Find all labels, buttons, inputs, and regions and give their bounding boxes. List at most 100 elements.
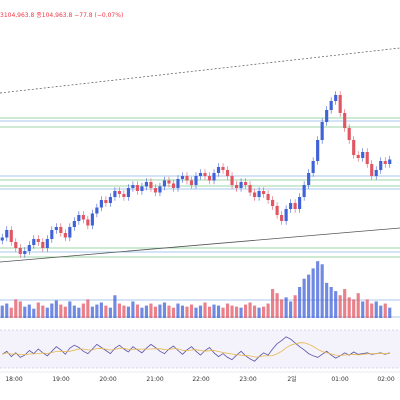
candle-body [275, 206, 279, 215]
candle-body [379, 161, 383, 170]
volume-bar [45, 307, 49, 318]
candle-body [280, 215, 284, 221]
volume-bar [266, 303, 270, 318]
candle-body [262, 191, 266, 194]
candle-body [248, 185, 252, 193]
candle-body [122, 194, 126, 197]
volume-bar [356, 293, 360, 318]
candle-body [257, 191, 261, 197]
volume-bar [131, 301, 135, 318]
volume-bar [329, 287, 333, 318]
volume-bar [86, 299, 90, 318]
candle-body [225, 170, 230, 176]
candle-body [234, 185, 239, 188]
volume-bar [343, 289, 347, 318]
candle-body [113, 191, 117, 197]
volume-bar [338, 295, 342, 318]
candle-body [90, 213, 94, 226]
volume-bar [99, 302, 103, 318]
volume-bar [27, 304, 31, 318]
candle-body [135, 185, 140, 191]
volume-bar [388, 307, 392, 318]
candle-body [311, 161, 315, 173]
candle-body [158, 186, 162, 193]
candle-body [207, 176, 212, 181]
candle-body [54, 227, 58, 230]
candle-body [144, 182, 149, 187]
candle-body [361, 152, 365, 158]
candle-body [36, 239, 40, 242]
candle-body [320, 122, 324, 140]
volume-bar [370, 303, 374, 318]
candle-body [271, 200, 275, 206]
candle-body [243, 182, 248, 185]
candle-body [126, 188, 130, 197]
candle-body [347, 128, 351, 140]
candle-body [162, 180, 167, 187]
candle-body [383, 161, 387, 164]
ohlc-legend: 3104,963.8 종104,963.8 −77.8 (−0.07%) [0, 10, 125, 19]
x-tick-label: 21:00 [146, 376, 163, 383]
candle-body [356, 155, 360, 158]
candle-body [365, 152, 369, 164]
rsi-band [0, 330, 400, 368]
volume-bar [63, 306, 67, 318]
volume-bar [41, 305, 45, 318]
volume-bar [347, 297, 351, 318]
lower-trendline [0, 227, 400, 263]
candle-body [140, 186, 144, 191]
candle-body [27, 245, 31, 251]
volume-bar [352, 299, 356, 318]
candle-body [388, 159, 392, 164]
volume-bar [23, 306, 27, 318]
volume-bar [189, 304, 194, 318]
volume-bar [95, 304, 99, 318]
candle-body [284, 209, 288, 221]
candle-body [32, 239, 36, 245]
candle-body [108, 197, 112, 203]
candle-body [72, 221, 76, 227]
volume-bar [289, 301, 293, 318]
x-tick-label: 23:00 [239, 376, 256, 383]
candle-body [325, 110, 329, 122]
volume-bar [212, 304, 216, 318]
volume-bar [234, 306, 239, 318]
candle-body [5, 230, 9, 238]
volume-bar [248, 302, 252, 318]
candle-body [18, 248, 22, 254]
volume-bar [18, 301, 22, 318]
volume-bar [162, 302, 167, 318]
rsi-average-line [2, 342, 390, 358]
candle-body [221, 167, 225, 170]
candle-body [63, 233, 67, 238]
volume-bar [325, 282, 329, 318]
candle-body [167, 180, 171, 184]
volume-bar [298, 287, 302, 318]
volume-bar [365, 299, 369, 318]
candle-body [293, 203, 297, 209]
candle-body [185, 176, 189, 181]
volume-bar [262, 306, 266, 318]
volume-bar [122, 305, 126, 318]
candle-body [0, 237, 4, 241]
candle-body [316, 140, 320, 161]
candle-body [95, 207, 99, 214]
candle-body [117, 191, 121, 194]
volume-bar [59, 304, 63, 318]
candle-body [289, 203, 293, 209]
volume-bar [77, 307, 81, 318]
candle-body [189, 180, 194, 185]
candle-body [334, 95, 338, 101]
volume-bar [361, 301, 365, 318]
volume-bar [144, 305, 149, 318]
candle-body [194, 176, 198, 185]
candle-body [86, 219, 90, 226]
candle-body [374, 170, 378, 176]
volume-bar [158, 304, 162, 318]
volume-bar [36, 302, 40, 318]
candle-body [41, 242, 45, 248]
candle-body [298, 197, 302, 209]
candle-body [14, 242, 18, 248]
volume-bar [113, 295, 117, 318]
